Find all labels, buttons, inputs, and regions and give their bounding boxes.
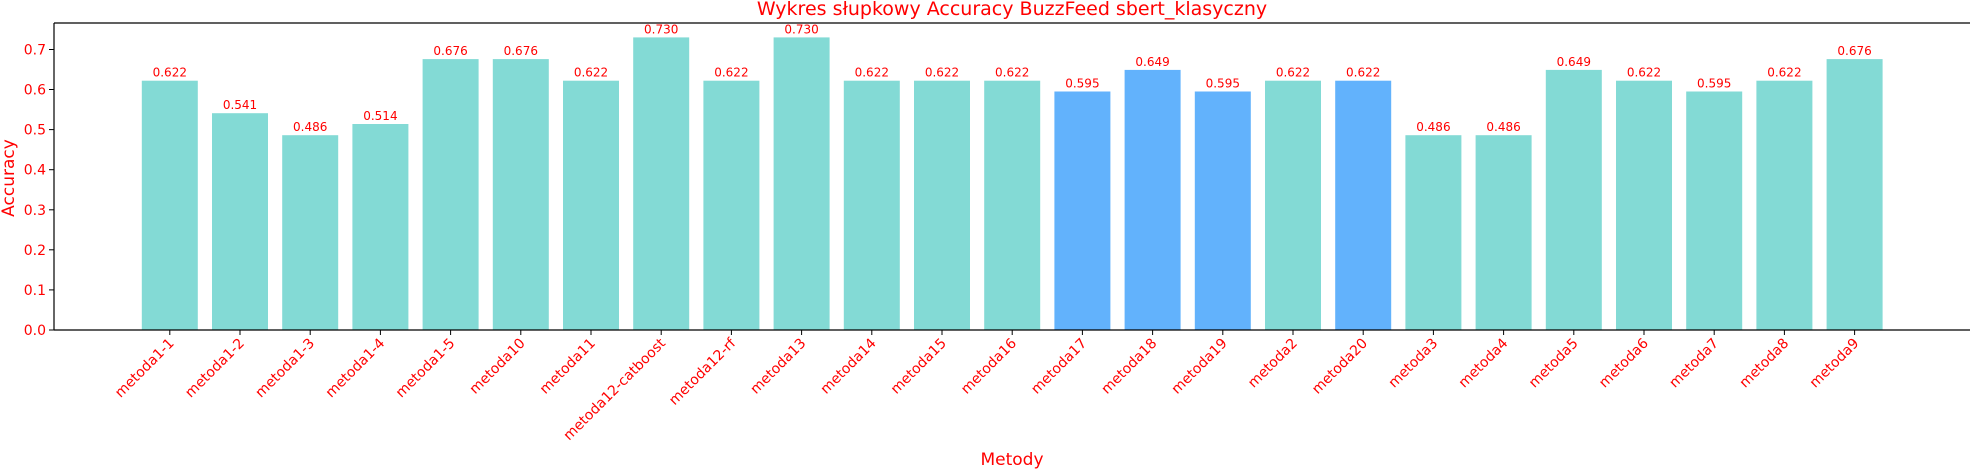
bar (843, 80, 900, 330)
x-tick-label: metoda11 (537, 336, 599, 398)
x-tick-label: metoda1-4 (323, 335, 389, 401)
bar-value-label: 0.595 (1065, 77, 1099, 91)
bar (703, 80, 760, 330)
x-tick-label: metoda7 (1666, 336, 1722, 392)
bar-value-label: 0.595 (1206, 77, 1240, 91)
y-tick-label: 0.7 (24, 43, 46, 59)
bar (352, 124, 409, 330)
x-tick-label: metoda5 (1526, 336, 1582, 392)
bar-value-label: 0.730 (784, 22, 818, 36)
x-tick-label: metoda9 (1807, 336, 1863, 392)
bar-value-label: 0.622 (855, 66, 889, 80)
y-tick-label: 0.4 (24, 163, 46, 179)
bar (1616, 80, 1672, 330)
x-tick-label: metoda20 (1309, 336, 1371, 398)
bar-value-label: 0.622 (1276, 66, 1310, 80)
x-tick-label: metoda13 (747, 336, 809, 398)
bar-value-label: 0.649 (1135, 55, 1169, 69)
bar-value-label: 0.622 (1767, 66, 1801, 80)
bar (1756, 80, 1813, 330)
y-axis-label: Accuracy (0, 139, 19, 217)
plot-area: 0.622 metoda1-1 0.541 metoda1-2 0.486 metoda1… (24, 22, 1970, 444)
y-tick-label: 0.6 (24, 83, 46, 99)
bar (563, 80, 619, 330)
y-tick-label: 0.2 (24, 243, 46, 259)
bar-value-label: 0.622 (1627, 66, 1661, 80)
bar (633, 37, 690, 331)
x-tick-label: metoda3 (1386, 336, 1442, 392)
bar (1405, 135, 1462, 330)
chart-title: Wykres słupkowy Accuracy BuzzFeed sbert_… (757, 0, 1267, 20)
bar (492, 59, 549, 330)
bar-value-label: 0.622 (995, 66, 1029, 80)
x-tick-label: metoda10 (467, 336, 529, 398)
x-tick-label: metoda17 (1028, 336, 1090, 398)
bar (984, 80, 1041, 330)
bar (212, 113, 268, 330)
bar (1054, 91, 1111, 330)
x-tick-label: metoda1-5 (393, 336, 459, 402)
bar (1194, 91, 1251, 330)
x-tick-label: metoda14 (818, 335, 880, 397)
y-tick-label: 0.1 (24, 283, 46, 299)
bar (1124, 69, 1181, 331)
bar (282, 135, 339, 330)
x-tick-label: metoda16 (958, 335, 1020, 397)
bar (1265, 80, 1321, 330)
bar-value-label: 0.595 (1697, 77, 1731, 91)
bar-value-label: 0.676 (433, 44, 467, 58)
bar-value-label: 0.622 (574, 66, 608, 80)
bar-value-label: 0.486 (1416, 120, 1450, 134)
x-tick-label: metoda4 (1456, 335, 1512, 391)
bar (914, 80, 970, 330)
x-axis-label: Metody (980, 450, 1043, 470)
x-tick-label: metoda1-1 (112, 336, 178, 402)
bar-value-label: 0.676 (504, 44, 538, 58)
y-tick-label: 0.5 (24, 123, 46, 139)
bar (1686, 91, 1743, 330)
bar-value-label: 0.676 (1837, 44, 1871, 58)
bar (1475, 135, 1532, 330)
x-tick-label: metoda19 (1169, 336, 1231, 398)
bar-value-label: 0.486 (1486, 120, 1520, 134)
x-tick-label: metoda1-3 (253, 336, 319, 402)
bar-value-label: 0.622 (153, 66, 187, 80)
bar-value-label: 0.514 (363, 109, 397, 123)
bar-value-label: 0.486 (293, 120, 327, 134)
bar (141, 80, 198, 330)
bar (773, 37, 830, 331)
x-tick-label: metoda12-rf (666, 335, 740, 409)
x-tick-label: metoda8 (1737, 336, 1793, 392)
bar-value-label: 0.622 (714, 66, 748, 80)
bar-value-label: 0.730 (644, 22, 678, 36)
x-tick-label: metoda18 (1098, 336, 1160, 398)
x-tick-label: metoda6 (1596, 335, 1652, 391)
bar (1335, 80, 1392, 330)
bar-value-label: 0.622 (925, 66, 959, 80)
bar-value-label: 0.541 (223, 98, 257, 112)
x-tick-label: metoda1-2 (182, 336, 248, 402)
bar-value-label: 0.622 (1346, 66, 1380, 80)
bar (422, 59, 479, 330)
bar (1545, 69, 1602, 331)
x-tick-label: metoda15 (888, 336, 950, 398)
bar-value-label: 0.649 (1557, 55, 1591, 69)
y-tick-label: 0.0 (24, 323, 46, 339)
y-tick-label: 0.3 (24, 203, 46, 219)
x-tick-label: metoda2 (1245, 336, 1301, 392)
bar (1826, 59, 1883, 330)
